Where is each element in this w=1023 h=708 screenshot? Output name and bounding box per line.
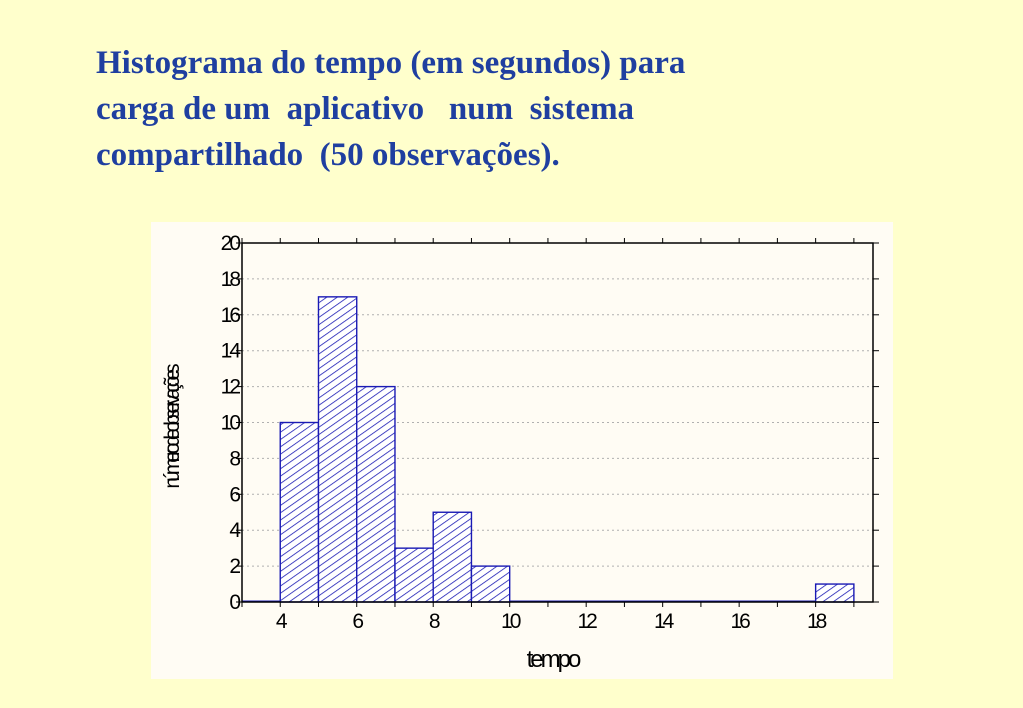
histogram-bar xyxy=(394,547,434,603)
y-axis-label: número de observações xyxy=(161,364,184,489)
y-tick-label: 10 xyxy=(221,412,241,435)
x-tick-label: 12 xyxy=(578,610,598,633)
histogram-bar xyxy=(317,296,358,603)
y-tick-label: 16 xyxy=(221,304,241,327)
title-line: carga de um aplicativo num sistema xyxy=(96,91,635,127)
histogram-bar xyxy=(470,565,511,603)
y-tick-label: 18 xyxy=(221,268,241,291)
x-tick-label: 4 xyxy=(276,610,288,633)
x-tick-label: 8 xyxy=(429,610,440,633)
x-tick-label: 6 xyxy=(352,610,363,633)
x-tick-label: 10 xyxy=(501,610,521,633)
y-tick-label: 14 xyxy=(221,340,242,363)
histogram-bar xyxy=(432,511,473,603)
x-tick-label: 14 xyxy=(654,610,675,633)
x-tick-label: 16 xyxy=(730,610,750,633)
y-tick-label: 20 xyxy=(221,232,241,255)
histogram-bar xyxy=(279,421,320,603)
histogram-bar xyxy=(356,385,396,603)
x-axis-label: tempo xyxy=(527,646,581,673)
chart-panel: 0 2 4 6 8 10 12 14 16 18 20 4 6 8 10 12 14 16 18 tempo núm… xyxy=(151,222,893,679)
x-tick-label: 18 xyxy=(807,610,827,633)
title-line: Histograma do tempo (em segundos) para xyxy=(96,45,686,81)
page-title: Histograma do tempo (em segundos) para c… xyxy=(96,40,896,178)
title-line: compartilhado (50 observações). xyxy=(96,137,560,173)
histogram-bar xyxy=(814,583,855,603)
y-tick-label: 12 xyxy=(221,376,241,399)
